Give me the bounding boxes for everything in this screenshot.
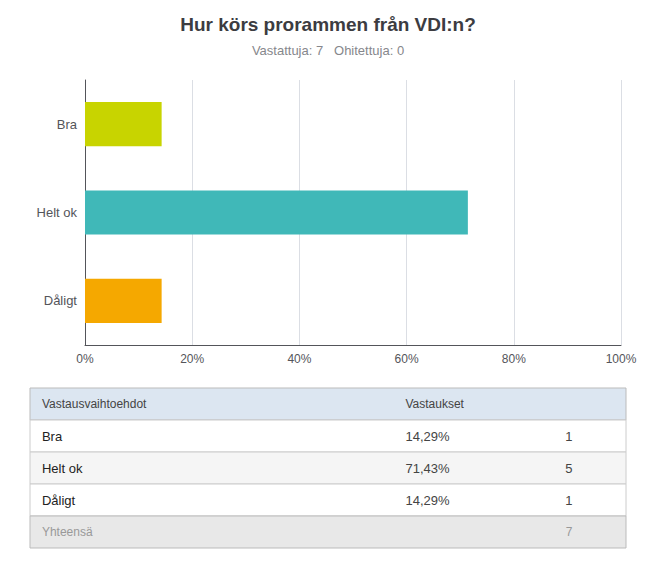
- svg-text:Vastattuja: 7 Ohitettuja: 0: Vastattuja: 7 Ohitettuja: 0: [252, 43, 404, 58]
- svg-text:Vastausvaihtoehdot: Vastausvaihtoehdot: [42, 397, 147, 411]
- svg-text:Dåligt: Dåligt: [44, 293, 78, 308]
- svg-text:71,43%: 71,43%: [405, 461, 450, 476]
- svg-text:Bra: Bra: [42, 429, 63, 444]
- svg-text:5: 5: [565, 461, 572, 476]
- svg-text:0%: 0%: [76, 352, 94, 366]
- svg-text:Hur körs prorammen från VDI:n?: Hur körs prorammen från VDI:n?: [180, 14, 476, 35]
- svg-text:Yhteensä: Yhteensä: [42, 525, 93, 539]
- svg-text:20%: 20%: [180, 352, 204, 366]
- svg-text:1: 1: [565, 429, 572, 444]
- svg-text:Bra: Bra: [57, 117, 78, 132]
- svg-text:40%: 40%: [287, 352, 311, 366]
- svg-text:14,29%: 14,29%: [405, 429, 450, 444]
- svg-text:Helt ok: Helt ok: [37, 205, 78, 220]
- svg-text:Helt ok: Helt ok: [42, 461, 83, 476]
- svg-text:60%: 60%: [395, 352, 419, 366]
- svg-text:14,29%: 14,29%: [405, 493, 450, 508]
- svg-text:100%: 100%: [606, 352, 637, 366]
- svg-text:1: 1: [565, 493, 572, 508]
- svg-text:7: 7: [566, 525, 573, 539]
- svg-text:Dåligt: Dåligt: [42, 493, 76, 508]
- svg-text:Vastaukset: Vastaukset: [405, 397, 464, 411]
- svg-text:80%: 80%: [502, 352, 526, 366]
